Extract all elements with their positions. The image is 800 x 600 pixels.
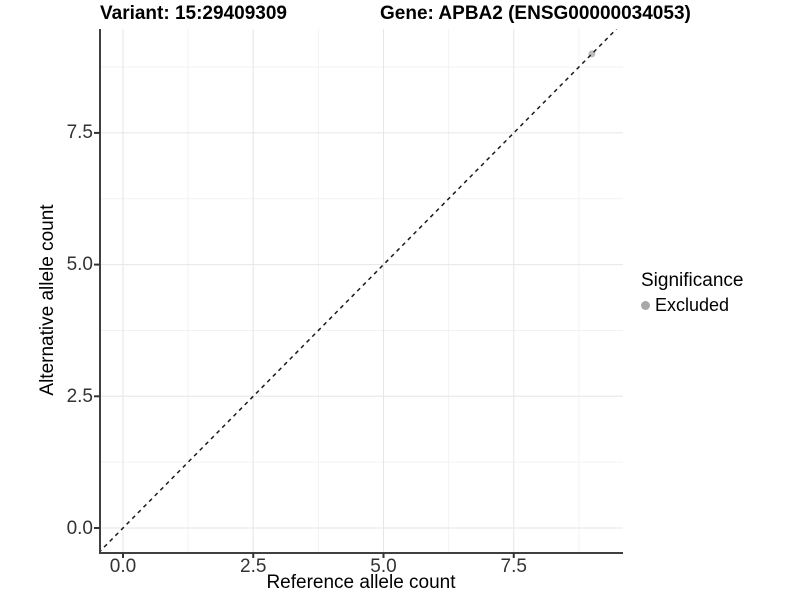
legend-title: Significance <box>641 270 744 291</box>
plot-title-gene: Gene: APBA2 (ENSG00000034053) <box>380 3 691 24</box>
y-axis-title: Alternative allele count <box>37 204 58 396</box>
x-axis-tick-label: 5.0 <box>370 556 397 577</box>
x-axis-tick-label: 0.0 <box>109 556 137 577</box>
y-axis-tick-label: 2.5 <box>66 385 93 407</box>
legend-entry-excluded: Excluded <box>641 295 743 316</box>
identity-line <box>100 29 617 553</box>
legend: Significance Excluded <box>641 270 743 316</box>
plot-panel <box>94 29 623 558</box>
y-axis-tick-label: 0.0 <box>66 517 93 539</box>
plot-title-variant: Variant: 15:29409309 <box>100 3 287 24</box>
x-axis-title: Reference allele count <box>266 572 456 593</box>
y-axis-tick-label: 7.5 <box>66 122 93 144</box>
y-axis-tick-label: 5.0 <box>66 254 93 276</box>
legend-entry-label: Excluded <box>655 295 730 315</box>
x-axis-tick-label: 7.5 <box>500 556 527 577</box>
legend-point-icon <box>641 301 650 310</box>
x-axis-tick-label: 2.5 <box>240 556 267 577</box>
